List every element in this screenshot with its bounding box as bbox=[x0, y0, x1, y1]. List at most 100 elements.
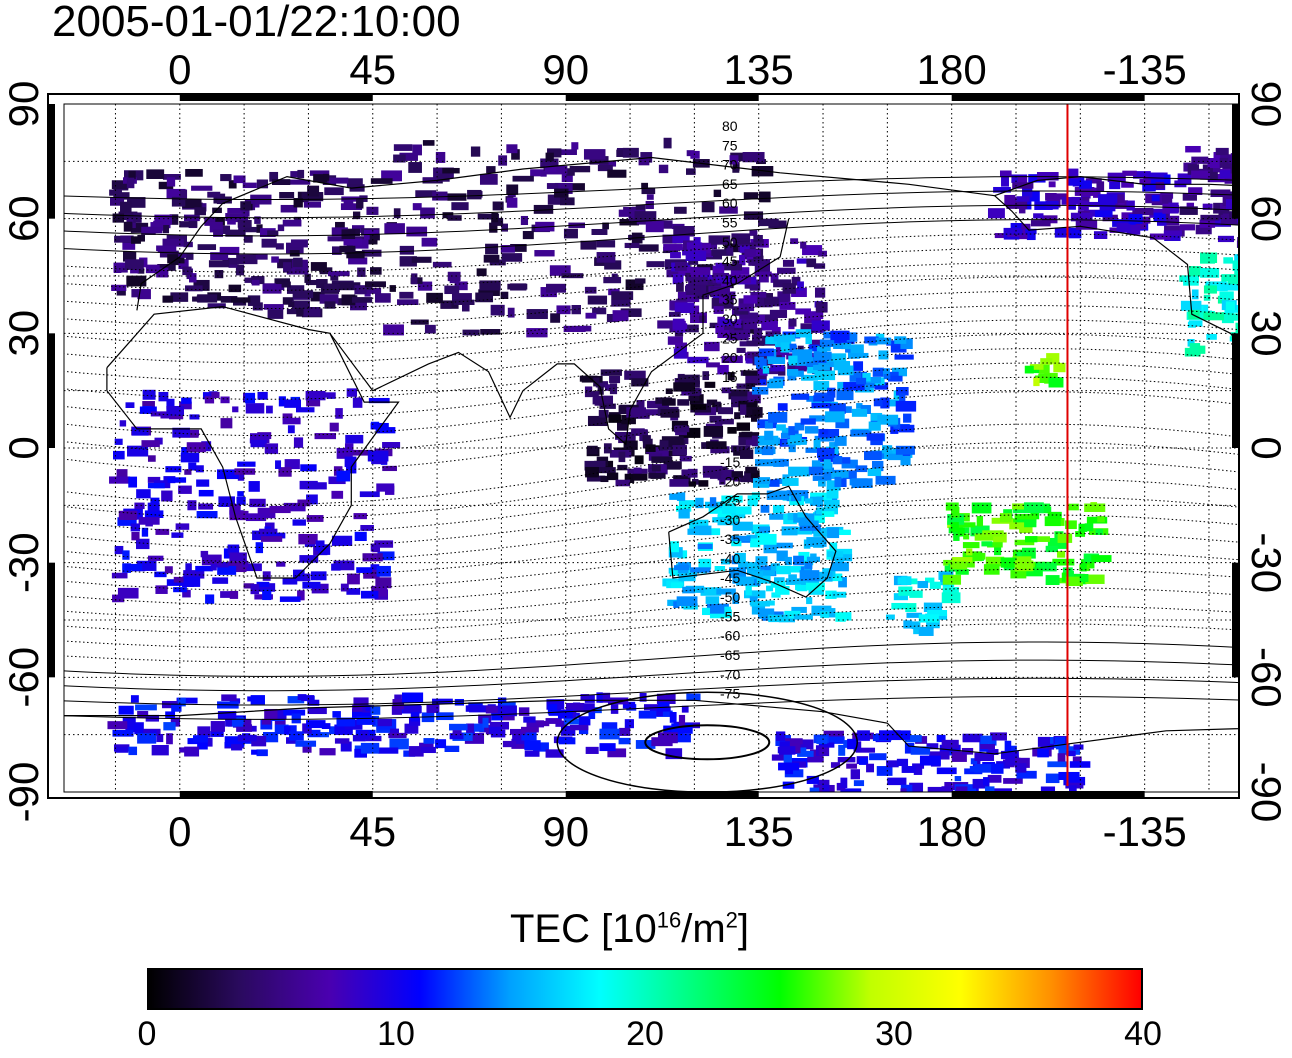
tec-cell bbox=[445, 746, 460, 752]
tec-cell bbox=[294, 437, 303, 447]
tec-cell bbox=[854, 780, 864, 786]
tec-cell bbox=[834, 477, 841, 487]
tec-cell bbox=[131, 695, 139, 702]
tec-cell bbox=[648, 473, 665, 479]
tec-cell bbox=[1085, 523, 1094, 531]
tec-cell bbox=[690, 567, 710, 572]
tec-cell bbox=[851, 478, 872, 488]
contour-label: 65 bbox=[722, 176, 738, 192]
tec-cell bbox=[980, 736, 991, 744]
tec-cell bbox=[810, 788, 819, 795]
tec-cell bbox=[1223, 257, 1233, 263]
tec-cell bbox=[806, 537, 826, 547]
contour-label: -25 bbox=[720, 493, 740, 509]
tec-cell bbox=[704, 426, 723, 437]
tec-cell bbox=[191, 186, 212, 191]
tec-cell bbox=[1267, 271, 1284, 278]
tec-cell bbox=[1058, 533, 1073, 542]
tec-cell bbox=[599, 410, 609, 418]
tec-cell bbox=[1251, 147, 1269, 156]
tec-cell bbox=[896, 446, 915, 455]
tec-cell bbox=[633, 474, 648, 481]
tec-cell bbox=[471, 146, 480, 156]
tec-cell bbox=[1272, 395, 1287, 405]
tec-cell bbox=[521, 216, 528, 225]
tec-cell bbox=[231, 297, 250, 302]
tec-cell bbox=[705, 382, 716, 388]
tec-cell bbox=[676, 283, 684, 292]
tec-cell bbox=[283, 418, 301, 425]
border-block-left bbox=[48, 333, 55, 448]
tec-cell bbox=[402, 693, 423, 703]
x-tick-label-bottom: -135 bbox=[1103, 808, 1187, 855]
tec-cell bbox=[523, 231, 534, 239]
tec-cell bbox=[1009, 522, 1024, 529]
tec-cell bbox=[789, 318, 797, 326]
tec-cell bbox=[1069, 785, 1077, 791]
tec-cell bbox=[236, 254, 257, 264]
tec-cell bbox=[1283, 404, 1292, 411]
tec-cell bbox=[1245, 182, 1254, 191]
tec-cell bbox=[601, 369, 622, 375]
tec-cell bbox=[480, 174, 498, 185]
tec-cell bbox=[776, 731, 785, 740]
tec-cell bbox=[657, 320, 674, 328]
tec-cell bbox=[168, 477, 186, 482]
tec-cell bbox=[148, 503, 160, 512]
tec-cell bbox=[1284, 412, 1292, 422]
tec-cell bbox=[866, 764, 874, 773]
tec-cell bbox=[670, 252, 681, 258]
tec-cell bbox=[988, 775, 1002, 783]
tec-cell bbox=[718, 407, 733, 414]
tec-cell bbox=[1244, 182, 1259, 187]
tec-cell bbox=[378, 747, 398, 753]
tec-cell bbox=[1284, 405, 1292, 413]
tec-cell bbox=[252, 280, 260, 286]
border-block-top bbox=[180, 94, 373, 101]
tec-cell bbox=[990, 732, 1007, 740]
tec-cell bbox=[185, 169, 203, 177]
tec-cell bbox=[813, 381, 829, 390]
tec-cell bbox=[807, 756, 824, 762]
tec-cell bbox=[537, 721, 549, 726]
tec-cell bbox=[1033, 213, 1043, 218]
tec-cell bbox=[1095, 210, 1113, 217]
tec-cell bbox=[1226, 199, 1233, 210]
tec-cell bbox=[181, 398, 191, 404]
tec-cell bbox=[368, 451, 389, 462]
tec-cell bbox=[1058, 753, 1066, 761]
tec-cell bbox=[1022, 188, 1032, 197]
tec-cell bbox=[184, 215, 200, 222]
tec-cell bbox=[348, 257, 367, 264]
colorbar bbox=[147, 968, 1143, 1010]
tec-cell bbox=[743, 370, 758, 375]
tec-cell bbox=[613, 310, 629, 321]
contour-label: 20 bbox=[722, 350, 738, 366]
tec-cell bbox=[607, 473, 618, 481]
tec-cell bbox=[1244, 174, 1259, 180]
tec-cell bbox=[249, 481, 260, 492]
tec-cell bbox=[489, 727, 501, 734]
tec-cell bbox=[787, 369, 798, 376]
tec-cell bbox=[1288, 362, 1292, 371]
tec-cell bbox=[743, 152, 765, 162]
tec-cell bbox=[371, 707, 381, 715]
tec-cell bbox=[571, 142, 578, 149]
tec-cell bbox=[1238, 286, 1253, 293]
tec-cell bbox=[546, 153, 554, 162]
tec-cell bbox=[1001, 176, 1009, 187]
tec-cell bbox=[1259, 180, 1271, 185]
tec-cell bbox=[619, 452, 626, 462]
tec-cell bbox=[698, 544, 713, 549]
tec-cell bbox=[513, 176, 534, 182]
tec-cell bbox=[156, 245, 176, 251]
tec-cell bbox=[687, 529, 699, 535]
tec-cell bbox=[1248, 287, 1266, 293]
tec-cell bbox=[1263, 166, 1269, 175]
tec-cell bbox=[1260, 146, 1268, 157]
contour-label: -15 bbox=[720, 454, 740, 470]
tec-cell bbox=[781, 342, 790, 352]
tec-cell bbox=[284, 399, 301, 407]
tec-cell bbox=[411, 273, 417, 284]
tec-cell bbox=[421, 747, 436, 753]
